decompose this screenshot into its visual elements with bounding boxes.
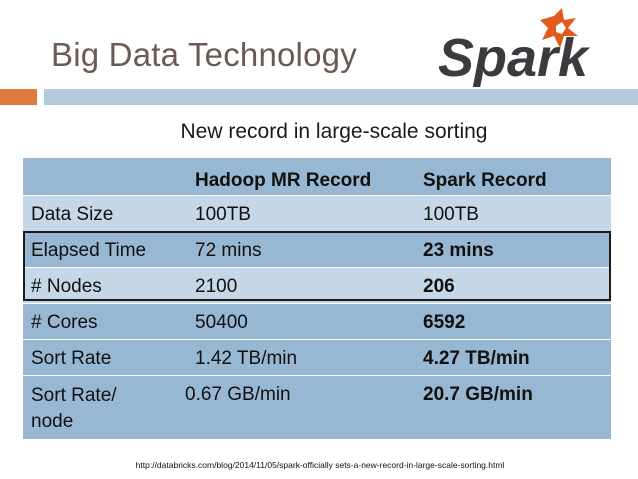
table-header-spark: Spark Record [423,170,547,191]
table-cell-hadoop: 72 mins [195,240,262,261]
table-cell-hadoop: 2100 [195,276,238,297]
table-row: Sort Rate 1.42 TB/min 4.27 TB/min [23,340,611,376]
table-cell-metric: Sort Rate [31,348,112,369]
spark-logo: Spark [438,8,591,88]
source-url[interactable]: http://databricks.com/blog/2014/11/05/sp… [135,460,505,470]
accent-bar-blue [44,89,638,105]
table-cell-metric: Data Size [31,204,114,225]
table-cell-metric: # Nodes [31,276,102,297]
table-cell-metric: # Cores [31,312,98,333]
table-row: # Nodes 2100 206 [23,268,611,304]
table-row: Elapsed Time 72 mins 23 mins [23,232,611,268]
table-cell-spark: 4.27 TB/min [423,348,530,369]
table-cell-spark: 206 [423,276,455,297]
table-cell-hadoop: 100TB [195,204,251,225]
table-cell-hadoop: 50400 [195,312,248,333]
comparison-table: Hadoop MR Record Spark Record Data Size … [23,158,611,439]
table-cell-hadoop: 0.67 GB/min [185,384,291,405]
table-header-hadoop: Hadoop MR Record [195,170,372,191]
table-row: # Cores 50400 6592 [23,304,611,340]
table-cell-spark: 20.7 GB/min [423,384,533,405]
table-cell-spark: 23 mins [423,240,494,261]
table-cell-spark: 100TB [423,204,479,225]
table-cell-metric: Elapsed Time [31,240,147,261]
table-row: Data Size 100TB 100TB [23,196,611,232]
slide-subtitle: New record in large-scale sorting [180,120,488,143]
slide-title: Big Data Technology [51,36,357,73]
table-cell-spark: 6592 [423,312,466,333]
table-header-row: Hadoop MR Record Spark Record [23,158,611,196]
table-cell-metric: Sort Rate/ node [31,385,117,432]
spark-logo-star-icon [540,8,578,48]
accent-bar-orange [0,89,37,105]
spark-logo-text: Spark [438,28,591,88]
table-cell-hadoop: 1.42 TB/min [195,348,298,369]
table-row: Sort Rate/ node 0.67 GB/min 20.7 GB/min [23,376,611,439]
